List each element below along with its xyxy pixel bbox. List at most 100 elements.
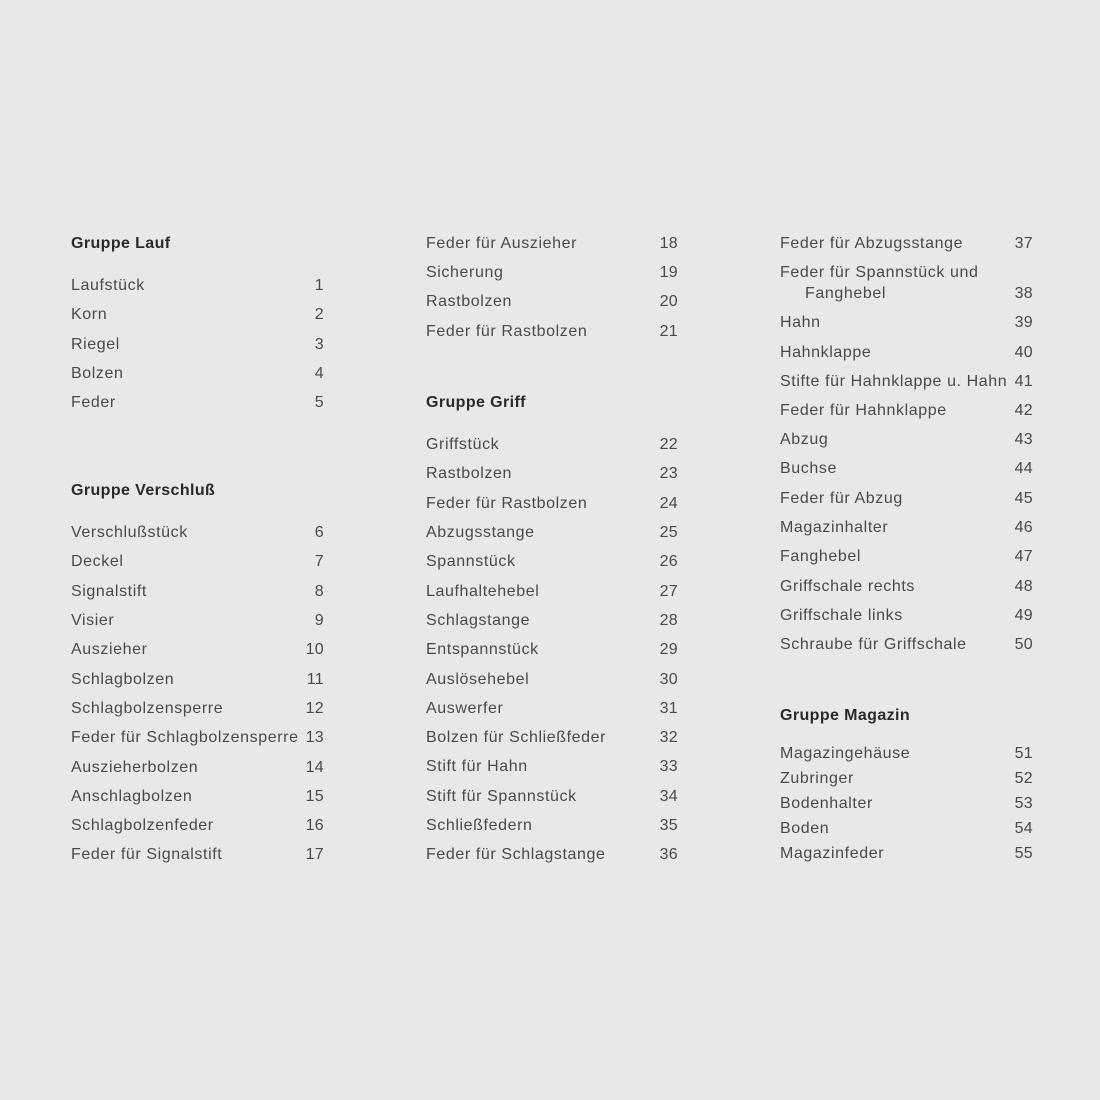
part-row: Feder für Schlagstange 36 (426, 844, 678, 866)
part-row: Bodenhalter 53 (780, 793, 1033, 815)
part-name: Stift für Hahn (426, 758, 528, 775)
part-name: Buchse (780, 460, 837, 477)
part-row: Griffstück 22 (426, 434, 678, 456)
part-name: Magazinfeder (780, 845, 885, 862)
parts-column-3: Feder für Abzugsstange 37 Feder für Spanns… (780, 0, 1033, 1100)
parts-column-1: Gruppe Lauf Laufstück 1 Korn 2 Riegel 3 Bolzen 4… (71, 0, 324, 1100)
part-row: Stifte für Hahnklappe u. Hahn 41 (780, 371, 1033, 393)
part-row: Feder für Abzug 45 (780, 488, 1033, 510)
part-row: Feder 5 (71, 392, 324, 414)
part-number: 33 (659, 758, 678, 775)
part-name: Korn (71, 306, 108, 323)
part-name: Magazinhalter (780, 519, 889, 536)
part-name: Auszieher (71, 641, 148, 658)
part-number: 27 (659, 583, 678, 600)
part-number: 6 (314, 524, 324, 541)
part-name: Rastbolzen (426, 293, 513, 310)
part-row: Feder für Signalstift 17 (71, 844, 324, 866)
part-row: Abzug 43 (780, 429, 1033, 451)
part-name: Feder für Hahnklappe (780, 402, 947, 419)
part-row: Griffschale rechts 48 (780, 576, 1033, 598)
part-name: Spannstück (426, 553, 516, 570)
part-name: Hahnklappe (780, 344, 872, 361)
part-number: 17 (305, 846, 324, 863)
part-number: 8 (314, 583, 324, 600)
part-row: Feder für Rastbolzen 21 (426, 321, 678, 343)
part-row: Entspannstück 29 (426, 639, 678, 661)
part-row: Magazinhalter 46 (780, 517, 1033, 539)
part-number: 38 (1014, 285, 1033, 302)
part-number: 12 (305, 700, 324, 717)
part-name: Signalstift (71, 583, 147, 600)
part-row: Auszieher 10 (71, 639, 324, 661)
part-number: 5 (314, 394, 324, 411)
part-number: 39 (1014, 314, 1033, 331)
part-number: 31 (659, 700, 678, 717)
part-name: Fanghebel (780, 548, 862, 565)
part-row: Stift für Spannstück 34 (426, 786, 678, 808)
part-row: Abzugsstange 25 (426, 522, 678, 544)
part-number: 47 (1014, 548, 1033, 565)
part-number: 23 (659, 465, 678, 482)
part-number: 19 (659, 264, 678, 281)
part-number: 7 (314, 553, 324, 570)
part-name: Schlagbolzen (71, 671, 175, 688)
part-row: Feder für Abzugsstange 37 (780, 233, 1033, 255)
part-number: 13 (305, 729, 324, 746)
part-row: Bolzen für Schließfeder 32 (426, 727, 678, 749)
part-name: Boden (780, 820, 830, 837)
part-number: 18 (659, 235, 678, 252)
part-number: 2 (314, 306, 324, 323)
part-row: Magazingehäuse 51 (780, 743, 1033, 765)
part-number: 3 (314, 336, 324, 353)
part-row: Griffschale links 49 (780, 605, 1033, 627)
part-row: Boden 54 (780, 818, 1033, 840)
part-row: Rastbolzen 20 (426, 291, 678, 313)
part-number: 45 (1014, 490, 1033, 507)
part-row: Buchse 44 (780, 458, 1033, 480)
part-row: Schlagbolzen 11 (71, 669, 324, 691)
part-number: 46 (1014, 519, 1033, 536)
part-number: 26 (659, 553, 678, 570)
part-row: Feder für Hahnklappe 42 (780, 400, 1033, 422)
part-row: Schlagbolzensperre 12 (71, 698, 324, 720)
part-number: 22 (659, 436, 678, 453)
part-name: Bolzen für Schließfeder (426, 729, 607, 746)
part-name: Rastbolzen (426, 465, 513, 482)
part-name: Entspannstück (426, 641, 539, 658)
part-row: Feder für Auszieher 18 (426, 233, 678, 255)
part-name: Feder für Schlagstange (426, 846, 606, 863)
part-name: Schlagbolzenfeder (71, 817, 214, 834)
group-heading: Gruppe Magazin (780, 707, 911, 724)
part-number: 52 (1014, 770, 1033, 787)
part-name: Feder für Spannstück und (780, 264, 979, 281)
group-heading: Gruppe Griff (426, 394, 526, 411)
part-row: Laufstück 1 (71, 275, 324, 297)
part-row: Auszieherbolzen 14 (71, 757, 324, 779)
part-number: 44 (1014, 460, 1033, 477)
part-row: Deckel 7 (71, 551, 324, 573)
part-name: Bodenhalter (780, 795, 873, 812)
part-row: Feder für Rastbolzen 24 (426, 493, 678, 515)
part-name: Feder für Abzug (780, 490, 903, 507)
part-name: Auszieherbolzen (71, 759, 199, 776)
part-number: 55 (1014, 845, 1033, 862)
part-row: Auslösehebel 30 (426, 669, 678, 691)
part-number: 14 (305, 759, 324, 776)
part-row: Hahnklappe 40 (780, 342, 1033, 364)
part-number: 29 (659, 641, 678, 658)
part-name: Stift für Spannstück (426, 788, 577, 805)
part-name: Abzug (780, 431, 829, 448)
part-name: Schließfedern (426, 817, 533, 834)
part-name: Griffstück (426, 436, 500, 453)
part-number: 36 (659, 846, 678, 863)
part-number: 32 (659, 729, 678, 746)
part-number: 25 (659, 524, 678, 541)
part-row: Feder für Schlagbolzensperre 13 (71, 727, 324, 749)
part-row: Sicherung 19 (426, 262, 678, 284)
part-number: 11 (306, 671, 324, 688)
part-row: Schraube für Griffschale 50 (780, 634, 1033, 656)
part-row: Spannstück 26 (426, 551, 678, 573)
part-name: Abzugsstange (426, 524, 535, 541)
part-name: Feder für Signalstift (71, 846, 223, 863)
